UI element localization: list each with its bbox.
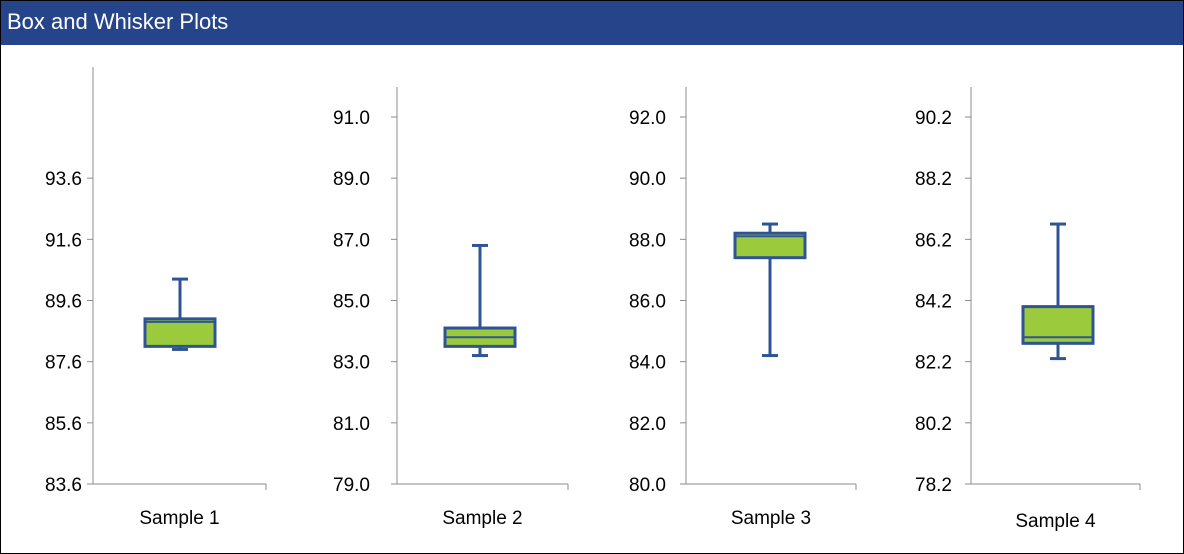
y-tick-label: 86.2 [915, 230, 952, 251]
y-tick-label: 80.0 [629, 475, 666, 496]
y-tick-label: 90.2 [915, 108, 952, 129]
category-label: Sample 2 [442, 508, 522, 529]
y-tick-label: 84.0 [629, 353, 666, 374]
y-tick-label: 85.0 [333, 292, 370, 313]
y-tick-label: 80.2 [915, 414, 952, 435]
chart-title: Box and Whisker Plots [7, 9, 229, 34]
y-tick-label: 79.0 [333, 475, 370, 496]
iqr-box [143, 317, 217, 348]
y-tick-label: 92.0 [629, 108, 666, 129]
y-tick-label: 89.0 [333, 169, 370, 190]
category-label: Sample 3 [731, 508, 811, 529]
y-tick-label: 83.6 [45, 475, 82, 496]
box-plot-panel: 78.2 80.2 82.2 84.2 86.2 88.2 90.2 Sample 4 [915, 87, 1141, 532]
y-tick-label: 82.0 [629, 414, 666, 435]
y-tick-label: 83.0 [333, 353, 370, 374]
y-tick-label: 87.6 [45, 353, 82, 374]
box-plot-panel: 79.0 81.0 83.0 85.0 87.0 89.0 91.0 Sample 2 [333, 87, 569, 529]
y-tick-label: 86.0 [629, 292, 666, 313]
y-tick-label: 88.2 [915, 169, 952, 190]
box-plot-panel: 80.0 82.0 84.0 86.0 88.0 90.0 92.0 Sample 3 [629, 87, 857, 529]
category-label: Sample 1 [139, 508, 219, 529]
y-tick-label: 81.0 [333, 414, 370, 435]
y-tick-label: 91.6 [45, 230, 82, 251]
y-tick-label: 84.2 [915, 292, 952, 313]
y-tick-label: 85.6 [45, 414, 82, 435]
y-tick-label: 88.0 [629, 230, 666, 251]
y-tick-label: 91.0 [333, 108, 370, 129]
iqr-box [733, 231, 807, 260]
y-tick-label: 93.6 [45, 169, 82, 190]
y-tick-label: 90.0 [629, 169, 666, 190]
title-bar: Box and Whisker Plots [1, 1, 1183, 45]
y-tick-label: 82.2 [915, 353, 952, 374]
y-tick-label: 78.2 [915, 475, 952, 496]
category-label: Sample 4 [1015, 511, 1096, 532]
box-plot-panel: 83.6 85.6 87.6 89.6 91.6 93.6 Sample 1 [45, 67, 267, 529]
y-tick-label: 89.6 [45, 292, 82, 313]
y-tick-label: 87.0 [333, 230, 370, 251]
